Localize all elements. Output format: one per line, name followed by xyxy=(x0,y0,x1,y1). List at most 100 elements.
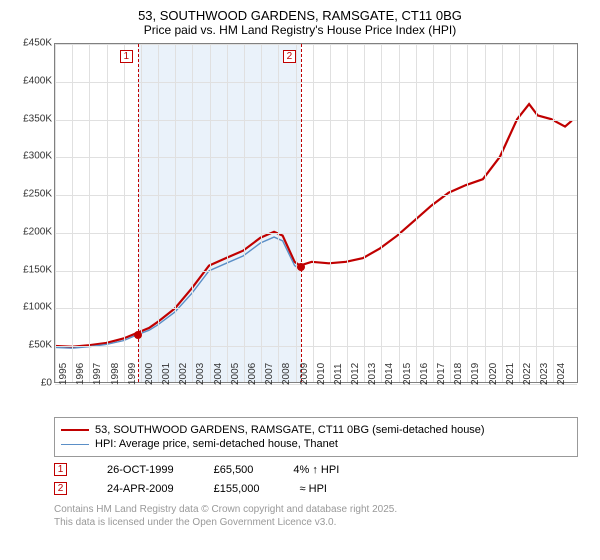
x-tick-label: 2018 xyxy=(453,363,464,385)
gridline-v xyxy=(381,44,382,382)
sale-row-2: 2 24-APR-2009 £155,000 ≈ HPI xyxy=(54,482,588,495)
x-tick-label: 2014 xyxy=(384,363,395,385)
gridline-v xyxy=(313,44,314,382)
legend-item-hpi: HPI: Average price, semi-detached house,… xyxy=(61,438,571,450)
gridline-v xyxy=(416,44,417,382)
x-tick-label: 2000 xyxy=(144,363,155,385)
x-tick-label: 2024 xyxy=(556,363,567,385)
y-tick-label: £400K xyxy=(23,75,52,86)
attribution-line1: Contains HM Land Registry data © Crown c… xyxy=(54,503,588,516)
sale-date: 26-OCT-1999 xyxy=(107,464,174,476)
title-address: 53, SOUTHWOOD GARDENS, RAMSGATE, CT11 0B… xyxy=(12,8,588,23)
gridline-v xyxy=(261,44,262,382)
gridline-v xyxy=(278,44,279,382)
x-tick-label: 2007 xyxy=(264,363,275,385)
x-tick-label: 2005 xyxy=(230,363,241,385)
gridline-h xyxy=(55,195,577,196)
gridline-v xyxy=(244,44,245,382)
sale-marker: 1 xyxy=(54,463,67,476)
legend-label: 53, SOUTHWOOD GARDENS, RAMSGATE, CT11 0B… xyxy=(95,424,485,436)
gridline-v xyxy=(175,44,176,382)
x-tick-label: 2023 xyxy=(539,363,550,385)
x-tick-label: 1996 xyxy=(75,363,86,385)
chart-area: 12 £0 £50K £100K £150K £200K £250K £300K £350K £… xyxy=(12,43,588,413)
gridline-v xyxy=(536,44,537,382)
sale-delta: ≈ HPI xyxy=(300,483,327,495)
chart-titles: 53, SOUTHWOOD GARDENS, RAMSGATE, CT11 0B… xyxy=(12,8,588,37)
x-tick-label: 2010 xyxy=(316,363,327,385)
y-tick-label: £0 xyxy=(41,378,52,389)
sale-price: £155,000 xyxy=(214,483,260,495)
gridline-v xyxy=(399,44,400,382)
legend-item-property: 53, SOUTHWOOD GARDENS, RAMSGATE, CT11 0B… xyxy=(61,424,571,436)
gridline-h xyxy=(55,271,577,272)
x-tick-label: 2002 xyxy=(178,363,189,385)
x-tick-label: 2013 xyxy=(367,363,378,385)
y-tick-label: £150K xyxy=(23,264,52,275)
gridline-v xyxy=(210,44,211,382)
legend-swatch-red xyxy=(61,429,89,431)
y-tick-label: £250K xyxy=(23,189,52,200)
attribution-line2: This data is licensed under the Open Gov… xyxy=(54,516,588,529)
gridline-v xyxy=(467,44,468,382)
x-tick-label: 2004 xyxy=(213,363,224,385)
x-tick-label: 2019 xyxy=(470,363,481,385)
chart-lines xyxy=(55,44,577,382)
y-tick-label: £200K xyxy=(23,226,52,237)
sale-dot xyxy=(134,331,142,339)
sale-delta: 4% ↑ HPI xyxy=(293,464,339,476)
gridline-v xyxy=(485,44,486,382)
y-tick-label: £450K xyxy=(23,38,52,49)
gridline-v xyxy=(330,44,331,382)
y-tick-label: £350K xyxy=(23,113,52,124)
gridline-v xyxy=(347,44,348,382)
gridline-v xyxy=(72,44,73,382)
legend-swatch-blue xyxy=(61,444,89,445)
gridline-v xyxy=(192,44,193,382)
x-tick-label: 2011 xyxy=(333,363,344,385)
gridline-h xyxy=(55,157,577,158)
gridline-v xyxy=(296,44,297,382)
gridline-v xyxy=(55,44,56,382)
x-tick-label: 2017 xyxy=(436,363,447,385)
gridline-v xyxy=(553,44,554,382)
x-tick-label: 2021 xyxy=(505,363,516,385)
gridline-v xyxy=(364,44,365,382)
legend-label: HPI: Average price, semi-detached house,… xyxy=(95,438,338,450)
x-tick-label: 2009 xyxy=(299,363,310,385)
gridline-h xyxy=(55,308,577,309)
x-tick-label: 2022 xyxy=(522,363,533,385)
sale-dashed-line xyxy=(301,44,302,382)
x-tick-label: 2001 xyxy=(161,363,172,385)
x-tick-label: 2008 xyxy=(281,363,292,385)
x-tick-label: 2016 xyxy=(419,363,430,385)
gridline-h xyxy=(55,82,577,83)
x-tick-label: 2003 xyxy=(195,363,206,385)
series-hpi xyxy=(55,237,300,348)
gridline-v xyxy=(107,44,108,382)
x-tick-label: 2015 xyxy=(402,363,413,385)
gridline-h xyxy=(55,44,577,45)
sale-price: £65,500 xyxy=(214,464,254,476)
attribution: Contains HM Land Registry data © Crown c… xyxy=(54,503,588,529)
sale-marker: 2 xyxy=(54,482,67,495)
y-tick-label: £100K xyxy=(23,302,52,313)
y-tick-label: £300K xyxy=(23,151,52,162)
sale-row-1: 1 26-OCT-1999 £65,500 4% ↑ HPI xyxy=(54,463,588,476)
plot-region: 12 xyxy=(54,43,578,383)
title-subtitle: Price paid vs. HM Land Registry's House … xyxy=(12,23,588,37)
gridline-h xyxy=(55,120,577,121)
gridline-v xyxy=(433,44,434,382)
sale-marker-2: 2 xyxy=(283,50,296,63)
x-tick-label: 1999 xyxy=(127,363,138,385)
gridline-v xyxy=(502,44,503,382)
x-tick-label: 1997 xyxy=(92,363,103,385)
gridline-v xyxy=(89,44,90,382)
gridline-v xyxy=(519,44,520,382)
y-tick-label: £50K xyxy=(29,340,52,351)
gridline-h xyxy=(55,346,577,347)
gridline-v xyxy=(450,44,451,382)
x-tick-label: 2006 xyxy=(247,363,258,385)
x-tick-label: 1998 xyxy=(110,363,121,385)
sale-dot xyxy=(297,263,305,271)
